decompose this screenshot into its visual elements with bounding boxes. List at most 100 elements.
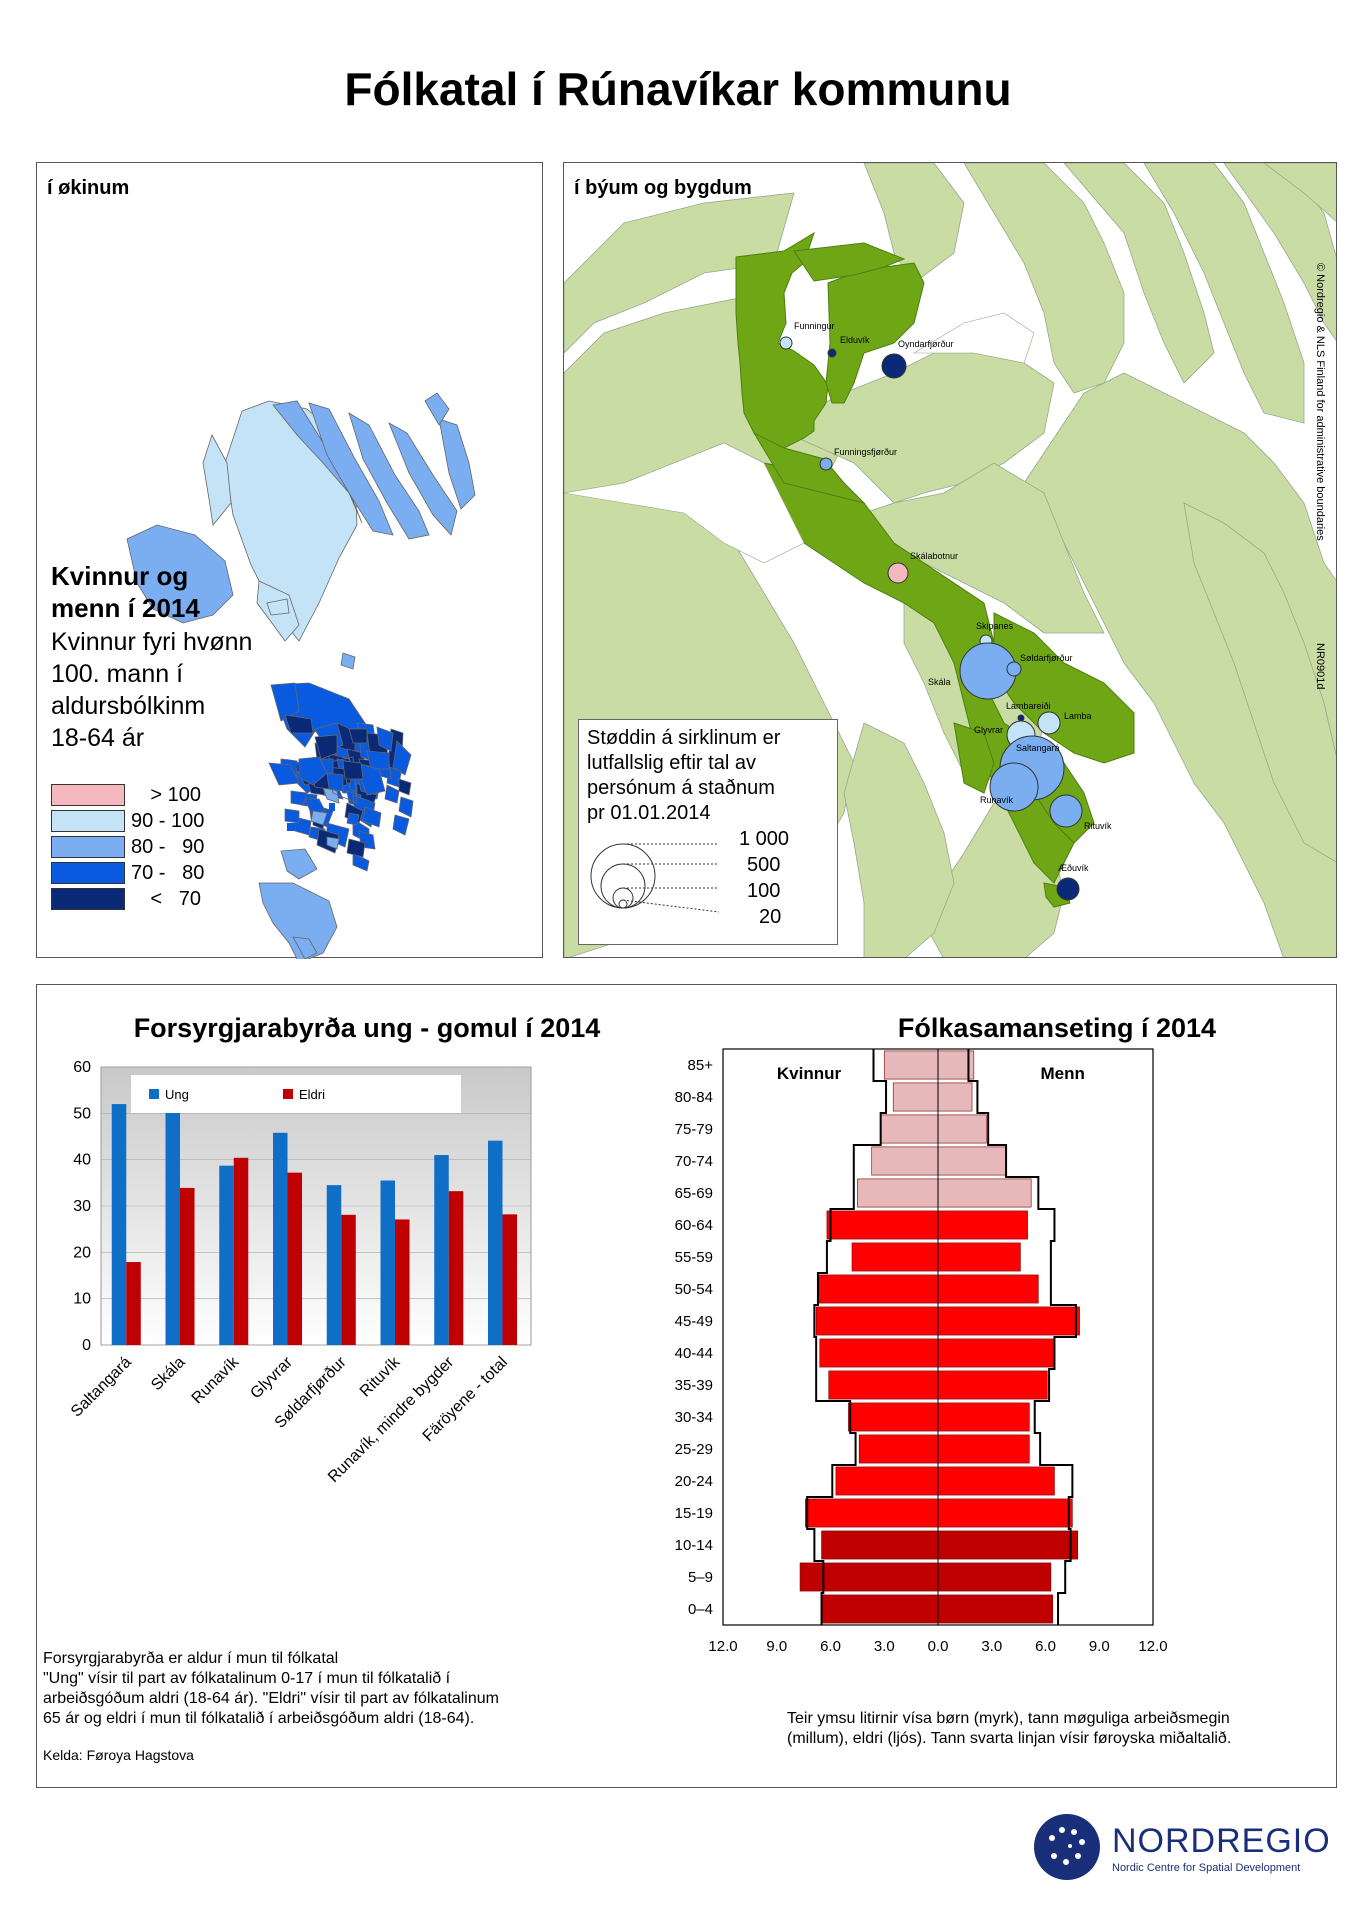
circle-skalabotnur xyxy=(887,562,909,584)
x-tick-label: 3.0 xyxy=(981,1638,1002,1655)
age-group-label: 40-44 xyxy=(675,1345,713,1362)
pyramid-bar-men xyxy=(937,1594,1053,1624)
pyramid-note-line: (millum), eldri (ljós). Tann svarta linj… xyxy=(787,1730,1232,1747)
circle-aduvik xyxy=(1056,877,1080,901)
pyramid-bar-women xyxy=(858,1434,939,1464)
legend-item: 90 - 100 xyxy=(51,809,204,833)
logo-name: NORDREGIO xyxy=(1112,1822,1331,1860)
x-tick-label: 6.0 xyxy=(820,1638,841,1655)
circle-runavik xyxy=(989,762,1039,812)
age-group-label: 10-14 xyxy=(675,1537,713,1554)
bar-chart-notes: Forsyrgjarabyrða er aldur í mun til fólk… xyxy=(43,1649,603,1729)
x-tick-label: 3.0 xyxy=(874,1638,895,1655)
pyramid-bar-women xyxy=(828,1370,939,1400)
y-tick-label: 40 xyxy=(73,1152,91,1169)
place-label-oyndarfjordur: Oyndarfjørður xyxy=(898,339,954,349)
bar-ung xyxy=(488,1140,503,1345)
place-label-aduvik: Æðuvík xyxy=(1058,863,1089,873)
runavik-detail-map xyxy=(564,163,1336,957)
age-group-label: 35-39 xyxy=(675,1377,713,1394)
legend-title-line-1: Kvinnur og xyxy=(51,561,189,591)
circle-funningur xyxy=(779,336,793,350)
pyramid-bar-men xyxy=(937,1306,1080,1336)
legend-label: < 70 xyxy=(150,887,201,910)
legend-subtitle-line-1: Kvinnur fyri hvønn xyxy=(51,628,253,656)
bar-chart-note-line: "Ung" vísir til part av fólkatalinum 0-1… xyxy=(43,1670,451,1687)
place-label-saltangara: Saltangará xyxy=(1016,743,1060,753)
detail-map-panel: í býum og bygdum Funningur Elduvík Oynda… xyxy=(563,162,1337,958)
place-label-runavik: Runavík xyxy=(980,795,1014,805)
pyramid-bar-men xyxy=(937,1370,1048,1400)
x-tick-label: Runavík xyxy=(189,1353,243,1407)
pyramid-bar-men xyxy=(937,1434,1030,1464)
legend-subtitle-line-2: 100. mann í xyxy=(51,660,184,688)
population-circles xyxy=(779,336,1083,901)
y-tick-label: 50 xyxy=(73,1105,91,1122)
map-copyright: © Nordregio & NLS Finland for administra… xyxy=(1314,263,1326,541)
southern-islands-map xyxy=(258,652,360,959)
circle-elduvik xyxy=(827,348,837,358)
place-label-skalabotnur: Skálabotnur xyxy=(910,551,959,561)
x-tick-label: Glyvrar xyxy=(247,1353,296,1402)
legend-item: < 70 xyxy=(51,887,201,911)
pyramid-bar-women xyxy=(835,1466,939,1496)
bar-ung xyxy=(165,1108,181,1345)
pyramid-note-line: Teir ymsu litirnir vísa børn (myrk), tan… xyxy=(787,1710,1230,1727)
men-label: Menn xyxy=(1041,1064,1085,1083)
pyramid-bar-men xyxy=(937,1274,1039,1304)
circle-rituvik xyxy=(1049,794,1083,828)
source-note: Kelda: Føroya Hagstova xyxy=(43,1747,194,1763)
circle-legend-line-4: pr 01.01.2014 xyxy=(587,802,711,824)
x-tick-label: Saltangará xyxy=(68,1354,135,1421)
circle-legend-value: 1 000 xyxy=(739,828,790,850)
pyramid-bar-women xyxy=(871,1146,939,1176)
legend-label: > 100 xyxy=(150,783,201,806)
charts-panel: Forsyrgjarabyrða ung - gomul í 2014 0 10 2… xyxy=(36,984,1337,1788)
age-group-label: 0–4 xyxy=(688,1601,713,1618)
circle-lamba xyxy=(1037,711,1061,735)
age-group-label: 70-74 xyxy=(675,1153,713,1170)
bar-eldri xyxy=(287,1172,303,1345)
pyramid-bar-men xyxy=(937,1562,1052,1592)
legend-swatch-eldri xyxy=(283,1089,293,1099)
pyramid-bar-women xyxy=(857,1178,939,1208)
legend-swatch xyxy=(51,888,125,910)
bar-eldri xyxy=(233,1157,249,1345)
pyramid-bar-women xyxy=(819,1338,939,1368)
place-label-soldarfjordur: Søldarfjørður xyxy=(1020,653,1073,663)
pyramid-bar-men xyxy=(937,1498,1073,1528)
age-group-label: 80-84 xyxy=(675,1089,713,1106)
place-label-lambareidi: Lambareiði xyxy=(1006,701,1051,711)
bar-eldri xyxy=(448,1191,464,1345)
bar-chart-title: Forsyrgjarabyrða ung - gomul í 2014 xyxy=(133,1013,601,1043)
pyramid-bar-men xyxy=(937,1082,973,1112)
circle-oyndarfjordur xyxy=(881,353,907,379)
x-tick-label: 0.0 xyxy=(928,1638,949,1655)
x-tick-label: 12.0 xyxy=(1138,1638,1167,1655)
pyramid-bar-women xyxy=(805,1498,939,1528)
legend-label: 70 - 80 xyxy=(131,861,205,884)
population-pyramid: 85+ 80-84 75-79 70-74 65-69 60-64 55-59 50-54 45… xyxy=(675,1048,1168,1655)
x-tick-label: Rituvík xyxy=(357,1353,404,1400)
pyramid-bar-women xyxy=(821,1530,939,1560)
pyramid-bar-men xyxy=(937,1402,1030,1432)
legend-subtitle-line-3: aldursbólkinm xyxy=(51,692,206,720)
pyramid-bar-women xyxy=(883,1050,939,1080)
circle-legend-value: 20 xyxy=(759,906,782,928)
legend-subtitle: Kvinnur fyri hvønn 100. mann í aldursból… xyxy=(51,626,252,754)
pyramid-bar-women xyxy=(821,1594,939,1624)
legend-swatch-ung xyxy=(149,1089,159,1099)
pyramid-note: Teir ymsu litirnir vísa børn (myrk), tan… xyxy=(787,1709,1327,1749)
nordregio-logo-icon xyxy=(1034,1814,1100,1880)
circle-lambareidi xyxy=(1017,714,1025,722)
y-tick-label: 20 xyxy=(73,1244,91,1261)
bar-eldri xyxy=(126,1262,141,1345)
dependency-bar-chart: 0 10 20 30 40 50 60 Saltangará Skála Runavík Glyvr… xyxy=(68,1059,532,1486)
pyramid-bar-men xyxy=(937,1530,1079,1560)
place-label-skipanes: Skipanes xyxy=(976,621,1014,631)
age-group-label: 65-69 xyxy=(675,1185,713,1202)
age-group-label: 85+ xyxy=(688,1057,714,1074)
bar-ung xyxy=(326,1185,342,1345)
age-group-label: 60-64 xyxy=(675,1217,713,1234)
pyramid-bar-women xyxy=(817,1274,939,1304)
